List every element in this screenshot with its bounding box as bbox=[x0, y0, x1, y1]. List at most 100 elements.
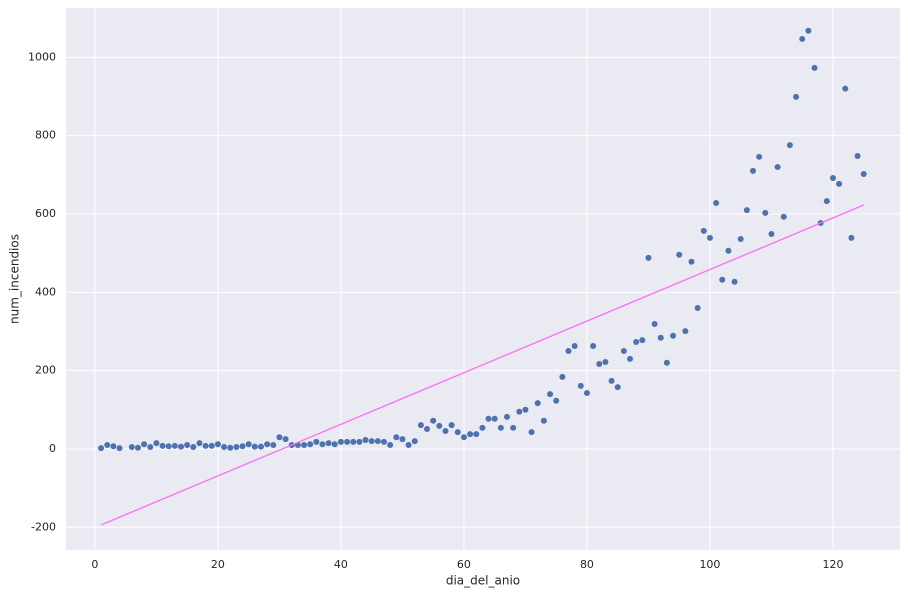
point bbox=[202, 442, 209, 449]
y-tick-label: 800 bbox=[35, 129, 56, 142]
point bbox=[829, 174, 836, 181]
point bbox=[196, 440, 203, 447]
point bbox=[547, 391, 554, 398]
point bbox=[178, 443, 185, 450]
point bbox=[682, 328, 689, 335]
point bbox=[380, 438, 387, 445]
point bbox=[602, 359, 609, 366]
x-tick-label: 120 bbox=[822, 558, 843, 571]
point bbox=[743, 207, 750, 214]
point bbox=[411, 438, 418, 445]
point bbox=[823, 198, 830, 205]
point bbox=[670, 332, 677, 339]
point bbox=[405, 442, 412, 449]
point bbox=[387, 442, 394, 449]
y-tick-label: 1000 bbox=[28, 50, 56, 63]
point bbox=[836, 180, 843, 187]
point bbox=[694, 304, 701, 311]
point bbox=[417, 422, 424, 429]
point bbox=[313, 438, 320, 445]
point bbox=[706, 234, 713, 241]
y-tick-label: 600 bbox=[35, 207, 56, 220]
x-tick-label: 20 bbox=[211, 558, 225, 571]
x-tick-label: 40 bbox=[334, 558, 348, 571]
point bbox=[497, 424, 504, 431]
point bbox=[399, 436, 406, 443]
point bbox=[854, 153, 861, 160]
point bbox=[725, 247, 732, 254]
point bbox=[719, 276, 726, 283]
point bbox=[98, 445, 105, 452]
point bbox=[276, 434, 283, 441]
point bbox=[510, 424, 517, 431]
point bbox=[159, 442, 166, 449]
point bbox=[756, 153, 763, 160]
point bbox=[559, 373, 566, 380]
point bbox=[553, 397, 560, 404]
point bbox=[442, 427, 449, 434]
point bbox=[750, 167, 757, 174]
point bbox=[799, 35, 806, 42]
point bbox=[264, 441, 271, 448]
point bbox=[676, 251, 683, 258]
point bbox=[190, 444, 197, 451]
point bbox=[448, 422, 455, 429]
point bbox=[368, 438, 375, 445]
point bbox=[424, 425, 431, 432]
fit-line bbox=[100, 204, 864, 526]
x-tick-label: 60 bbox=[457, 558, 471, 571]
point bbox=[245, 441, 252, 448]
point bbox=[565, 348, 572, 355]
point bbox=[128, 444, 135, 451]
point bbox=[134, 444, 141, 451]
point bbox=[344, 438, 351, 445]
point bbox=[325, 440, 332, 447]
point bbox=[221, 444, 228, 451]
point bbox=[337, 438, 344, 445]
point bbox=[491, 415, 498, 422]
point bbox=[645, 254, 652, 261]
point bbox=[356, 438, 363, 445]
point bbox=[184, 442, 191, 449]
point bbox=[227, 444, 234, 451]
point bbox=[534, 400, 541, 407]
point bbox=[153, 440, 160, 447]
point bbox=[110, 443, 117, 450]
point bbox=[805, 27, 812, 34]
point bbox=[374, 438, 381, 445]
x-axis-label: dia_del_anio bbox=[446, 574, 520, 588]
point bbox=[239, 443, 246, 450]
point bbox=[842, 85, 849, 92]
point bbox=[479, 424, 486, 431]
point bbox=[319, 441, 326, 448]
point bbox=[590, 342, 597, 349]
point bbox=[214, 441, 221, 448]
point bbox=[700, 227, 707, 234]
point bbox=[737, 236, 744, 243]
point bbox=[485, 415, 492, 422]
point bbox=[528, 429, 535, 436]
point bbox=[171, 442, 178, 449]
point bbox=[104, 442, 111, 449]
point bbox=[577, 382, 584, 389]
point bbox=[233, 444, 240, 451]
point bbox=[460, 434, 467, 441]
point bbox=[282, 436, 289, 443]
point bbox=[467, 431, 474, 438]
point bbox=[639, 337, 646, 344]
point bbox=[522, 406, 529, 413]
y-tick-label: 400 bbox=[35, 285, 56, 298]
point bbox=[848, 234, 855, 241]
point bbox=[208, 442, 215, 449]
point bbox=[473, 431, 480, 438]
point bbox=[633, 339, 640, 346]
x-tick-label: 100 bbox=[699, 558, 720, 571]
point bbox=[860, 171, 867, 178]
point bbox=[583, 389, 590, 396]
point bbox=[620, 348, 627, 355]
point bbox=[811, 64, 818, 71]
point bbox=[596, 360, 603, 367]
point bbox=[251, 443, 258, 450]
point bbox=[614, 384, 621, 391]
